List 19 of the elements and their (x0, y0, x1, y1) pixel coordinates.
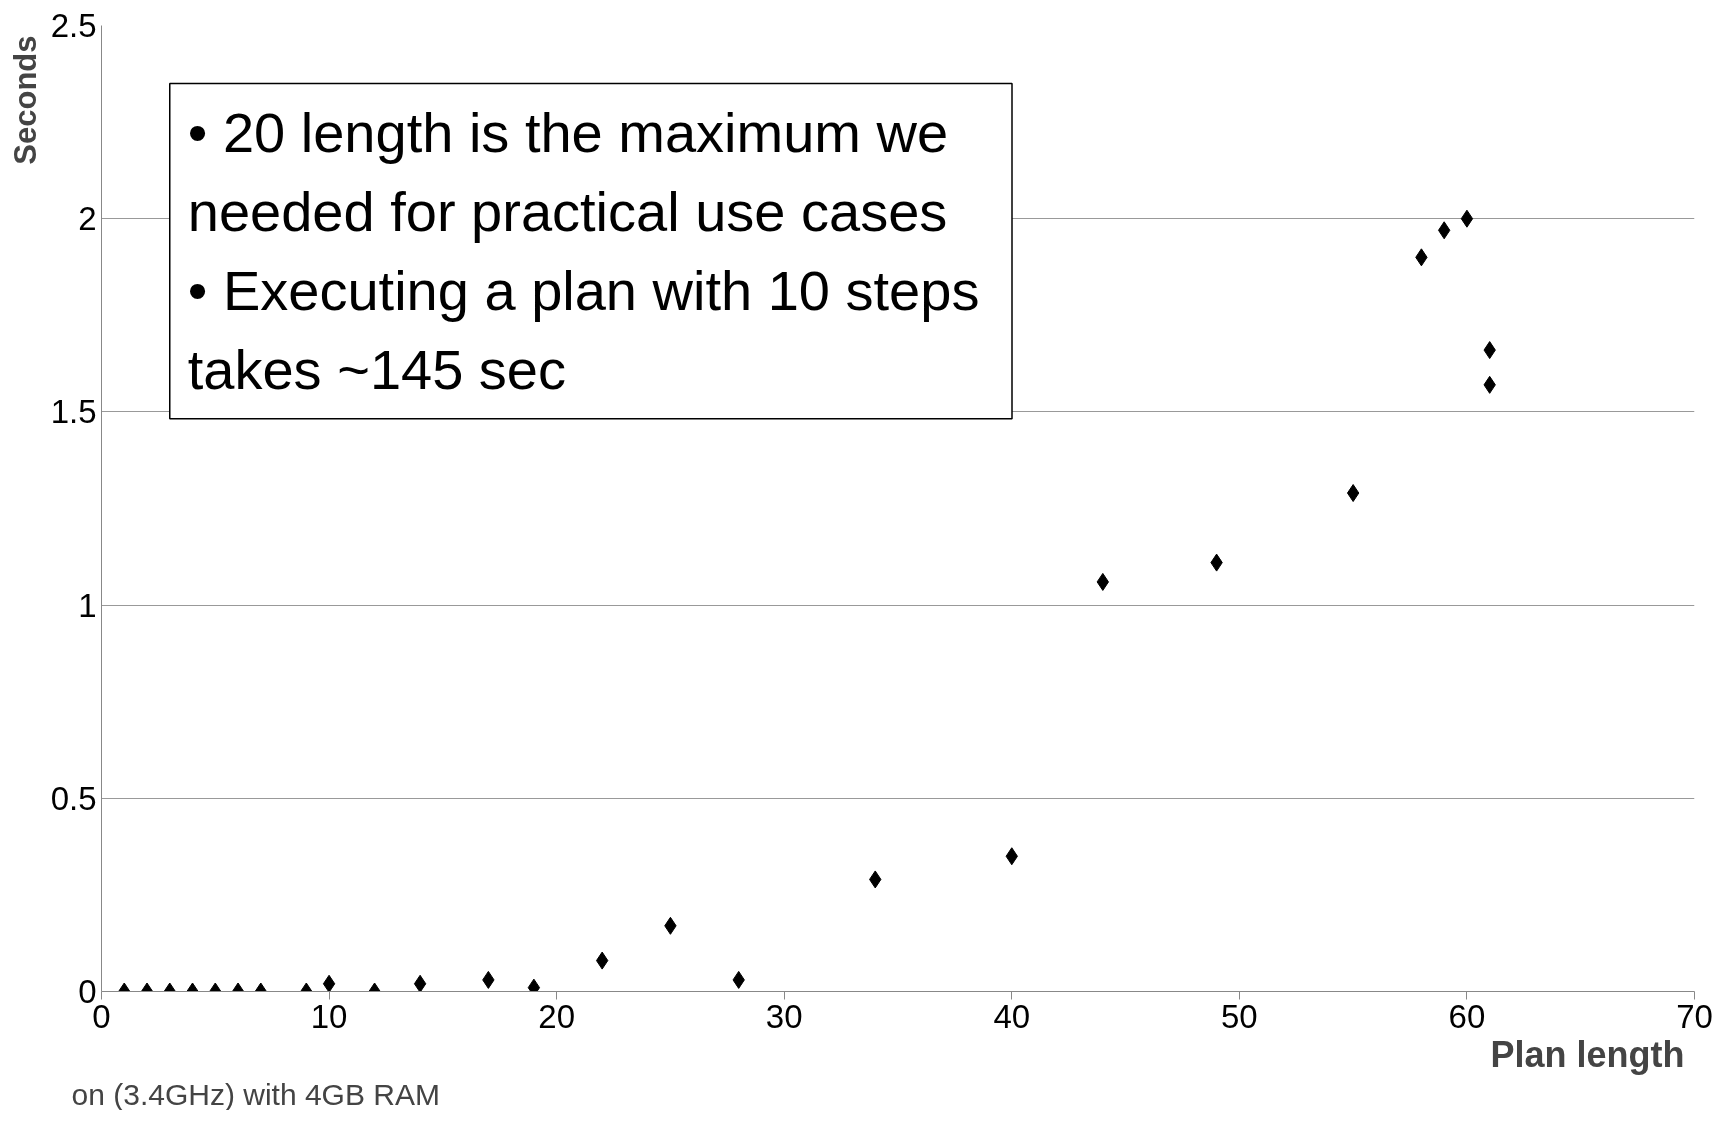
y-tick-label: 1 (78, 586, 97, 624)
text: on (3.4GHz) with 4GB RAM (71, 1077, 440, 1111)
x-tick-label: 20 (538, 997, 576, 1035)
y-tick-label: 2 (78, 200, 97, 238)
x-axis-title: Plan length (1490, 1033, 1685, 1075)
x-tick-label: 40 (993, 997, 1031, 1035)
point (1460, 209, 1474, 228)
y-tick-label: 1.5 (50, 393, 97, 431)
x-tick-label: 10 (310, 997, 348, 1035)
x-tick-label: 30 (765, 997, 803, 1035)
x-tick-label: 70 (1676, 997, 1713, 1035)
point (1346, 484, 1360, 503)
y-tick-label: 0.5 (50, 779, 97, 817)
x-tick-label: 50 (1221, 997, 1258, 1035)
y-tick-label: 2.5 (50, 7, 97, 44)
y-axis-title: Seconds (7, 35, 43, 165)
annotation: • Executing a plan with 10 steps takes ~145 sec (187, 258, 980, 401)
x-tick-label: 60 (1448, 997, 1486, 1035)
annotation: • 20 length is the maximum we needed for practical use cases (187, 101, 949, 244)
